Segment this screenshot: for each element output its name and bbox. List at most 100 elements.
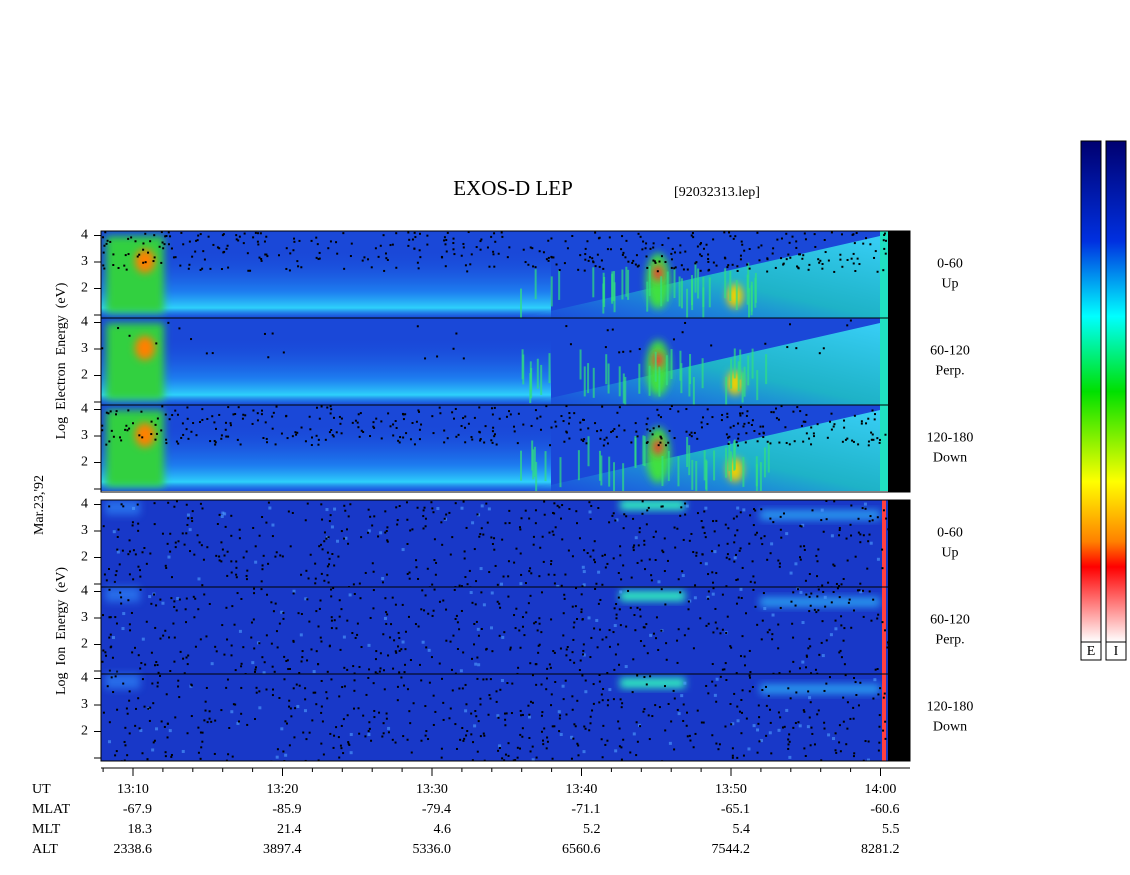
noise xyxy=(636,740,639,743)
noise xyxy=(862,615,865,618)
noise xyxy=(552,650,555,653)
noise xyxy=(373,709,376,712)
noise xyxy=(144,232,147,235)
noise xyxy=(250,636,253,639)
noise xyxy=(417,577,420,580)
noise xyxy=(352,707,355,710)
streak xyxy=(665,355,668,386)
noise xyxy=(808,716,811,719)
noise xyxy=(794,604,797,607)
noise xyxy=(253,592,256,595)
noise xyxy=(261,409,264,412)
noise xyxy=(808,610,811,613)
noise xyxy=(792,726,795,729)
streak xyxy=(756,370,759,401)
noise xyxy=(845,537,848,540)
noise xyxy=(201,418,204,421)
noise xyxy=(593,558,596,561)
noise xyxy=(226,574,229,577)
noise xyxy=(534,522,537,525)
noise xyxy=(383,688,386,691)
noise xyxy=(838,529,841,532)
noise xyxy=(173,600,176,603)
noise xyxy=(102,236,105,239)
noise xyxy=(422,509,425,512)
noise xyxy=(588,256,591,259)
noise xyxy=(335,726,338,729)
noise xyxy=(265,235,268,238)
noise xyxy=(886,641,888,644)
noise xyxy=(354,419,357,422)
noise xyxy=(377,255,380,258)
noise xyxy=(138,434,141,437)
colorbar xyxy=(1080,140,1102,643)
streak xyxy=(747,355,750,386)
noise xyxy=(222,233,225,236)
noise xyxy=(464,415,467,418)
noise xyxy=(745,612,748,615)
noise xyxy=(394,741,397,744)
noise xyxy=(167,501,170,504)
noise xyxy=(731,747,734,750)
noise xyxy=(780,257,783,260)
noise xyxy=(646,652,649,655)
noise xyxy=(804,420,807,423)
speckle xyxy=(336,539,340,543)
noise xyxy=(571,695,574,698)
speckle xyxy=(221,511,225,515)
noise xyxy=(288,744,291,747)
noise xyxy=(396,519,399,522)
noise xyxy=(395,266,398,269)
noise xyxy=(532,535,535,538)
noise xyxy=(512,425,515,428)
speckle xyxy=(570,735,574,739)
noise xyxy=(799,410,802,413)
noise xyxy=(810,592,813,595)
noise xyxy=(358,582,361,585)
noise xyxy=(702,526,705,529)
noise xyxy=(749,514,752,517)
noise xyxy=(259,232,262,235)
speckle xyxy=(161,601,165,605)
noise xyxy=(128,690,131,693)
noise xyxy=(741,243,744,246)
noise xyxy=(696,245,699,248)
noise xyxy=(285,722,288,725)
noise xyxy=(431,415,434,418)
noise xyxy=(847,601,850,604)
noise xyxy=(323,579,326,582)
noise xyxy=(395,232,398,235)
noise xyxy=(397,439,400,442)
noise xyxy=(832,591,835,594)
noise xyxy=(624,256,627,259)
noise xyxy=(641,500,644,503)
noise xyxy=(452,248,455,251)
noise xyxy=(460,585,463,588)
noise xyxy=(729,235,732,238)
noise xyxy=(737,422,740,425)
speckle xyxy=(223,512,227,516)
noise xyxy=(113,580,116,583)
noise xyxy=(416,506,419,509)
noise xyxy=(332,435,335,438)
noise xyxy=(323,531,326,534)
noise xyxy=(256,419,259,422)
noise xyxy=(317,438,320,441)
noise xyxy=(513,430,516,433)
y-tick-label: 4 xyxy=(81,497,88,512)
noise xyxy=(288,269,291,272)
noise xyxy=(828,676,831,679)
noise xyxy=(810,443,813,446)
noise xyxy=(356,421,359,424)
streak xyxy=(670,349,673,380)
noise xyxy=(529,700,532,703)
noise xyxy=(104,231,107,234)
noise xyxy=(684,502,687,505)
speckle xyxy=(752,724,756,728)
speckle xyxy=(657,580,661,584)
noise xyxy=(474,710,477,713)
noise xyxy=(114,616,117,619)
noise xyxy=(469,263,472,266)
noise xyxy=(455,435,458,438)
noise xyxy=(398,441,401,444)
